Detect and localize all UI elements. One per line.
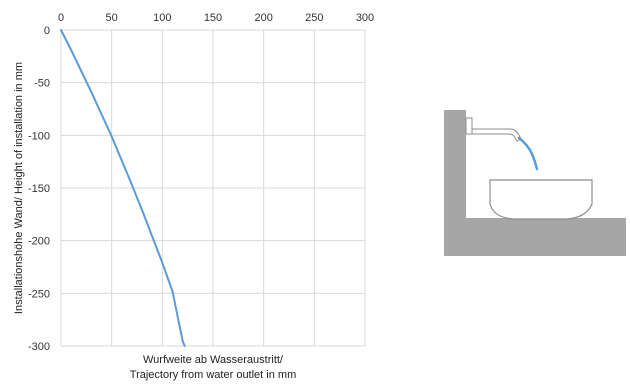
y-axis-title: Installationshöhe Wand/ Height of instal… bbox=[13, 62, 25, 314]
series-line bbox=[60, 29, 186, 347]
wall-icon bbox=[444, 110, 466, 222]
faucet-basin-illustration-icon bbox=[444, 110, 626, 256]
floor-slab-icon bbox=[444, 218, 626, 256]
x-tick-label: 200 bbox=[254, 12, 272, 24]
x-tick-label: 0 bbox=[58, 12, 64, 24]
x-tick-label: 50 bbox=[106, 12, 118, 24]
faucet-mount-icon bbox=[465, 117, 473, 135]
x-tick-label: 300 bbox=[356, 12, 374, 24]
y-tick-label: -250 bbox=[28, 288, 50, 300]
water-stream-icon bbox=[517, 136, 539, 171]
y-tick-label: -150 bbox=[28, 183, 50, 195]
trajectory-chart: 0 50 100 150 200 250 300 0 -50 -100 -150 -200 -250 -… bbox=[13, 12, 374, 381]
x-tick-label: 150 bbox=[204, 12, 222, 24]
faucet-spout-icon bbox=[471, 128, 522, 142]
x-axis-title-line1: Wurfweite ab Wasseraustritt/ bbox=[143, 354, 284, 366]
y-tick-label: -300 bbox=[28, 341, 50, 353]
y-tick-label: 0 bbox=[44, 25, 50, 37]
x-axis-title-line2: Trajectory from water outlet in mm bbox=[130, 369, 296, 381]
x-tick-label: 100 bbox=[153, 12, 171, 24]
y-tick-labels: 0 -50 -100 -150 -200 -250 -300 bbox=[28, 25, 50, 353]
grid-lines bbox=[60, 29, 366, 347]
y-tick-label: -50 bbox=[34, 78, 50, 90]
x-tick-label: 250 bbox=[305, 12, 323, 24]
basin-icon bbox=[489, 179, 593, 220]
series-layer bbox=[60, 29, 186, 347]
x-tick-labels: 0 50 100 150 200 250 300 bbox=[58, 12, 374, 24]
y-tick-label: -100 bbox=[28, 130, 50, 142]
y-tick-label: -200 bbox=[28, 236, 50, 248]
